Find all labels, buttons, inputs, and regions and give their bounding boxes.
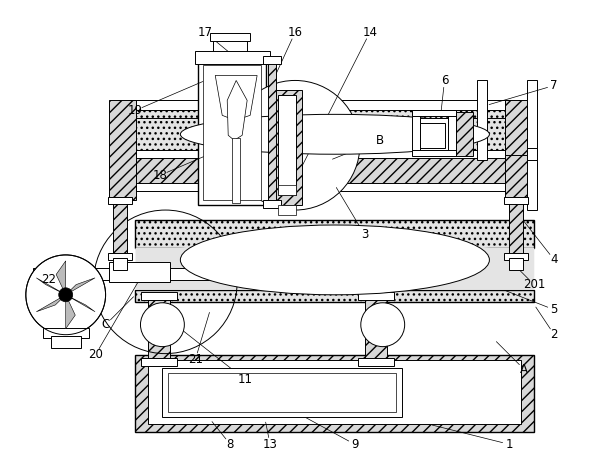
Text: 11: 11 — [238, 373, 253, 386]
Text: 14: 14 — [362, 26, 377, 39]
Polygon shape — [135, 225, 534, 290]
Bar — [135, 183, 534, 191]
Bar — [211, 33, 250, 40]
Bar — [509, 200, 523, 255]
Polygon shape — [215, 76, 257, 120]
Circle shape — [361, 303, 404, 347]
Text: 7: 7 — [550, 79, 558, 92]
Polygon shape — [66, 295, 75, 329]
Bar — [142, 292, 177, 300]
Bar — [412, 111, 455, 116]
Bar — [148, 295, 170, 359]
Bar — [527, 81, 537, 210]
Bar — [477, 81, 487, 160]
Text: B: B — [376, 134, 384, 147]
Text: 19: 19 — [128, 104, 143, 117]
Bar — [272, 91, 302, 205]
Polygon shape — [36, 295, 66, 312]
Bar — [113, 258, 126, 270]
Bar — [505, 197, 528, 204]
Bar — [203, 66, 261, 200]
Bar — [365, 295, 387, 359]
Text: 22: 22 — [42, 273, 56, 286]
Bar — [420, 123, 445, 148]
Bar — [278, 185, 296, 195]
Bar — [142, 358, 177, 365]
Text: C: C — [101, 318, 110, 331]
Text: 17: 17 — [198, 26, 213, 39]
Bar — [198, 61, 266, 205]
Text: A: A — [520, 363, 528, 376]
Bar — [135, 116, 534, 152]
Bar — [268, 61, 276, 205]
Bar — [195, 51, 270, 65]
Text: 1: 1 — [506, 438, 513, 451]
Text: 16: 16 — [288, 26, 302, 39]
Polygon shape — [66, 278, 95, 295]
Bar — [455, 112, 473, 156]
Bar — [135, 220, 534, 248]
Bar — [505, 101, 527, 155]
Text: 3: 3 — [361, 228, 368, 242]
Text: 20: 20 — [88, 348, 103, 361]
Bar — [51, 336, 81, 348]
Bar — [278, 205, 296, 215]
Text: 9: 9 — [351, 438, 359, 451]
Bar — [505, 253, 528, 260]
Bar — [162, 368, 401, 417]
Text: 18: 18 — [153, 169, 168, 182]
Bar — [278, 96, 296, 195]
Bar — [43, 328, 88, 338]
Bar — [107, 197, 132, 204]
Circle shape — [59, 288, 73, 302]
Text: 8: 8 — [227, 438, 234, 451]
Bar — [135, 101, 534, 111]
Text: 13: 13 — [263, 438, 278, 451]
Bar — [168, 373, 396, 412]
Bar — [358, 292, 394, 300]
Polygon shape — [56, 261, 66, 295]
Circle shape — [26, 255, 106, 335]
Bar — [135, 108, 534, 118]
Text: 2: 2 — [550, 328, 558, 341]
Bar — [505, 101, 527, 200]
Bar — [148, 359, 521, 425]
Bar — [135, 354, 534, 432]
Ellipse shape — [180, 114, 489, 154]
Polygon shape — [66, 295, 95, 312]
Bar — [412, 112, 420, 152]
Polygon shape — [227, 81, 247, 140]
Text: 6: 6 — [441, 74, 448, 87]
Bar — [33, 268, 277, 280]
Bar — [527, 148, 537, 160]
Bar — [358, 358, 394, 365]
Bar — [415, 118, 449, 153]
Bar — [135, 155, 534, 185]
Bar — [263, 56, 281, 64]
Bar — [135, 290, 534, 302]
Bar — [135, 150, 534, 158]
Ellipse shape — [180, 225, 489, 295]
Bar — [107, 253, 132, 260]
Circle shape — [230, 81, 360, 210]
Bar — [448, 112, 455, 152]
Text: 201: 201 — [523, 278, 546, 291]
Circle shape — [141, 303, 184, 347]
Bar — [109, 262, 170, 282]
Bar — [509, 258, 523, 270]
Bar — [232, 138, 240, 203]
Bar — [113, 200, 126, 255]
Bar — [109, 101, 136, 200]
Text: 5: 5 — [550, 303, 558, 316]
Text: 21: 21 — [188, 353, 203, 366]
Bar — [263, 200, 281, 208]
Bar — [412, 150, 455, 156]
Polygon shape — [36, 278, 66, 295]
Text: 4: 4 — [550, 253, 558, 266]
